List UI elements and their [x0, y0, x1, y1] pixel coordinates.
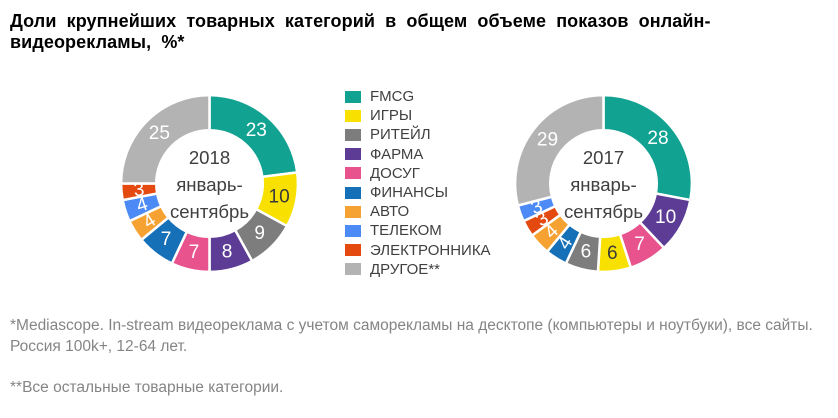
chart-legend: FMCG ИГРЫ РИТЕЙЛ ФАРМА ДОСУГ ФИНАНСЫ АВТО ТЕЛЕК…: [345, 87, 491, 279]
footnote-source-line1: *Mediascope. In-stream видеореклама с уч…: [10, 317, 813, 334]
pie-slice-другое: [513, 93, 605, 208]
footnote-categories: **Все остальные товарные категории.: [10, 379, 284, 396]
legend-item-досуг: ДОСУГ: [345, 164, 491, 183]
slice-value-label: 7: [189, 242, 200, 263]
slice-value-label: 7: [634, 234, 645, 255]
donut-center-label-line: 2018: [189, 147, 230, 168]
legend-item-fmcg: FMCG: [345, 87, 491, 106]
legend-item-электронника: ЭЛЕКТРОННИКА: [345, 241, 491, 260]
legend-swatch: [345, 186, 361, 199]
legend-item-другое: ДРУГОЕ**: [345, 260, 491, 279]
legend-item-телеком: ТЕЛЕКОМ: [345, 221, 491, 240]
pie-slice-другое: [119, 93, 211, 185]
slice-value-label: 9: [254, 223, 265, 244]
legend-swatch: [345, 224, 361, 237]
slice-value-label: 28: [647, 128, 668, 149]
legend-item-авто: АВТО: [345, 202, 491, 221]
donut-center-label-line: январь-: [570, 174, 637, 195]
legend-swatch: [345, 263, 361, 276]
legend-item-ритейл: РИТЕЙЛ: [345, 125, 491, 144]
legend-swatch: [345, 205, 361, 218]
slice-value-label: 10: [268, 186, 289, 207]
legend-label: FMCG: [370, 88, 415, 106]
page-title: Доли крупнейших товарных категорий в общ…: [10, 11, 711, 52]
slice-value-label: 6: [607, 243, 618, 264]
footnote-source: *Mediascope. In-stream видеореклама с уч…: [10, 315, 820, 357]
slice-value-label: 8: [222, 242, 233, 263]
slice-value-label: 29: [537, 130, 558, 151]
legend-label: ДРУГОЕ**: [370, 260, 440, 278]
slice-value-label: 23: [246, 120, 267, 141]
legend-item-игры: ИГРЫ: [345, 106, 491, 125]
legend-label: РИТЕЙЛ: [370, 126, 431, 144]
legend-label: ЭЛЕКТРОННИКА: [370, 241, 491, 259]
legend-label: ИГРЫ: [370, 107, 413, 125]
legend-swatch: [345, 167, 361, 180]
legend-label: ФАРМА: [370, 145, 424, 163]
slice-value-label: 10: [655, 207, 676, 228]
legend-swatch: [345, 128, 361, 141]
legend-item-финансы: ФИНАНСЫ: [345, 183, 491, 202]
slice-value-label: 6: [581, 242, 592, 263]
legend-swatch: [345, 90, 361, 103]
slice-value-label: 25: [149, 123, 170, 144]
legend-label: АВТО: [370, 203, 410, 221]
donut-center-label-line: сентябрь: [170, 201, 249, 222]
slice-value-label: 7: [161, 229, 172, 250]
donut-center-label-line: сентябрь: [564, 201, 643, 222]
legend-label: ФИНАНСЫ: [370, 184, 448, 202]
legend-item-фарма: ФАРМА: [345, 145, 491, 164]
legend-swatch: [345, 244, 361, 257]
legend-label: ДОСУГ: [370, 164, 420, 182]
donut-center-label-line: 2017: [583, 147, 624, 168]
legend-label: ТЕЛЕКОМ: [370, 222, 442, 240]
legend-swatch: [345, 109, 361, 122]
footnote-source-line2: Россия 100k+, 12-64 лет.: [10, 338, 188, 355]
donut-center-label-line: январь-: [176, 174, 243, 195]
legend-swatch: [345, 148, 361, 161]
